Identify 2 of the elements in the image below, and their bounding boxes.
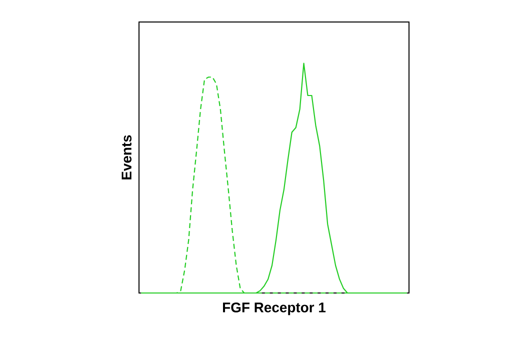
- y-axis-title: Events: [122, 135, 132, 180]
- x-axis-title: FGF Receptor 1: [223, 302, 326, 316]
